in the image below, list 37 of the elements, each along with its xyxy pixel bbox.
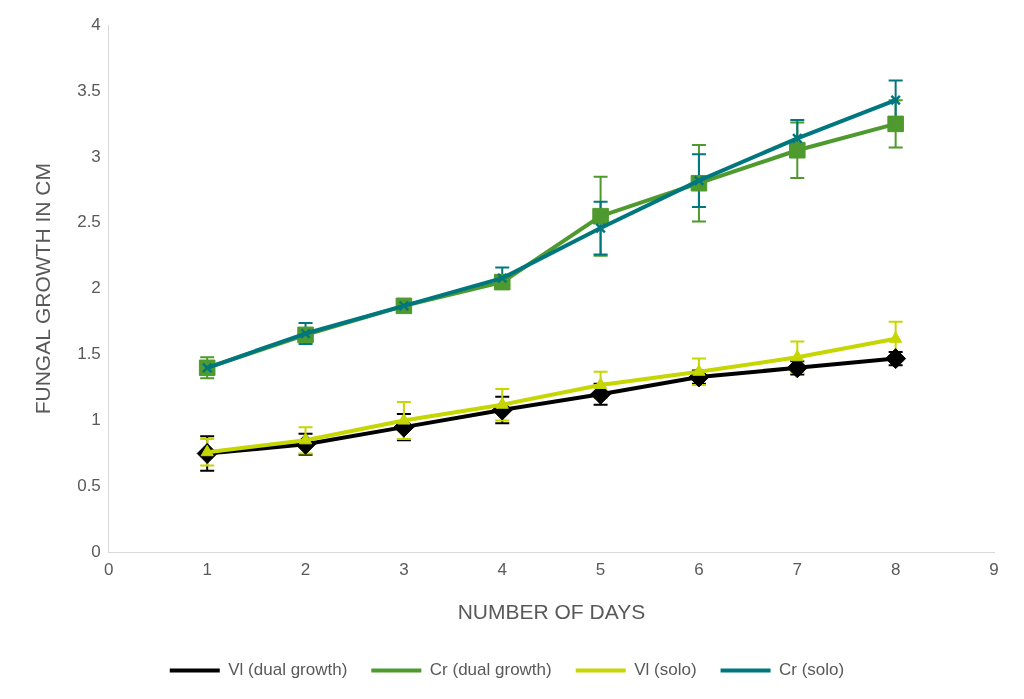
x-tick-label: 8 xyxy=(890,560,901,580)
y-tick-label: 1 xyxy=(91,410,101,430)
legend-label: Vl (dual growth) xyxy=(228,660,348,680)
y-tick-label: 3 xyxy=(91,146,101,166)
point xyxy=(791,132,803,144)
x-tick-label: 7 xyxy=(792,560,803,580)
point xyxy=(594,377,608,389)
legend-label: Vl (solo) xyxy=(634,660,697,680)
y-tick-label: 0 xyxy=(91,542,101,562)
point xyxy=(789,141,806,159)
point xyxy=(495,397,509,409)
x-tick-label: 5 xyxy=(595,560,606,580)
point xyxy=(592,207,609,225)
x-tick-label: 1 xyxy=(202,560,212,580)
y-axis-title: FUNGAL GROWTH IN CM xyxy=(31,163,55,415)
legend-label: Cr (dual growth) xyxy=(429,660,552,680)
x-tick-label: 3 xyxy=(399,560,409,580)
point xyxy=(889,331,903,343)
x-tick-label: 9 xyxy=(989,560,999,580)
x-tick-label: 4 xyxy=(497,560,507,580)
point xyxy=(397,413,411,425)
x-tick-label: 2 xyxy=(300,560,311,580)
y-tick-label: 2.5 xyxy=(77,212,101,232)
x-tick-label: 6 xyxy=(694,560,704,580)
point xyxy=(692,364,706,376)
y-tick-label: 2 xyxy=(91,278,101,298)
point xyxy=(890,94,902,106)
point xyxy=(887,115,904,133)
point xyxy=(790,349,804,362)
y-tick-label: 4 xyxy=(91,14,101,34)
y-tick-label: 0.5 xyxy=(77,476,101,496)
x-tick-label: 0 xyxy=(104,560,114,580)
point xyxy=(595,222,607,234)
y-tick-label: 1.5 xyxy=(77,344,101,364)
y-tick-label: 3.5 xyxy=(77,80,101,100)
x-axis-title: NUMBER OF DAYS xyxy=(457,600,646,624)
legend-label: Cr (solo) xyxy=(779,660,845,680)
